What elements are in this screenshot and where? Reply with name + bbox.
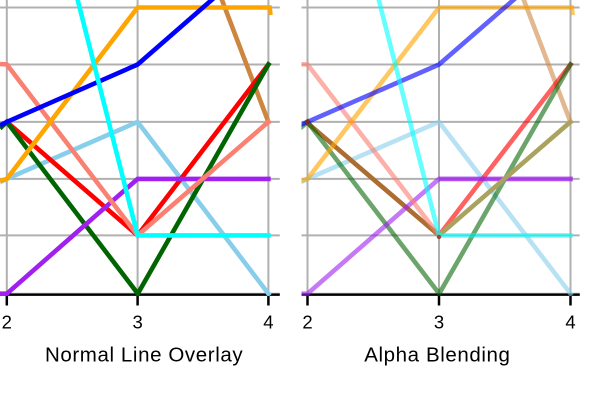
svg-text:Alpha Blending: Alpha Blending (364, 344, 510, 367)
svg-text:4: 4 (263, 312, 273, 333)
svg-text:3: 3 (434, 312, 444, 333)
svg-text:2: 2 (302, 312, 312, 333)
svg-text:2: 2 (2, 312, 12, 333)
svg-text:3: 3 (132, 312, 142, 333)
svg-text:Normal Line Overlay: Normal Line Overlay (45, 344, 243, 367)
svg-text:4: 4 (565, 312, 575, 333)
